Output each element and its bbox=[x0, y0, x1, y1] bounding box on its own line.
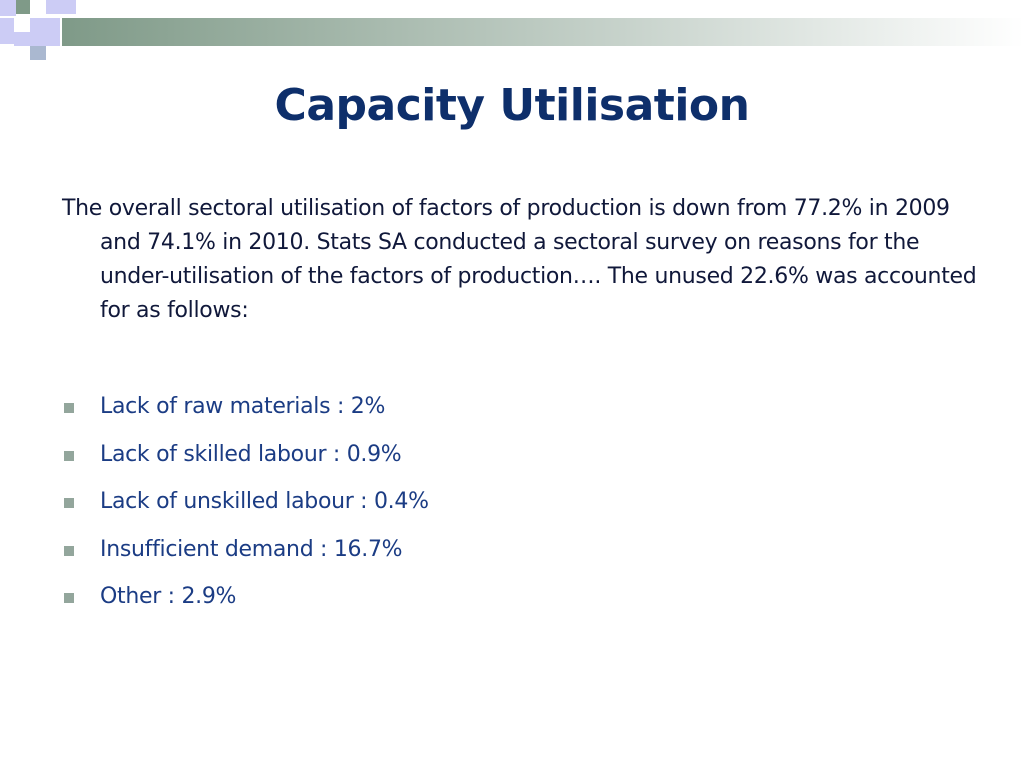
bullet: Insufficient demand : 16.7% bbox=[62, 531, 429, 579]
header-bar bbox=[62, 18, 1024, 46]
bullet: Other : 2.9% bbox=[62, 578, 429, 626]
paragraph: The overall sectoral utilisation of fact… bbox=[62, 196, 977, 323]
decor-square bbox=[0, 0, 16, 16]
bullet: Lack of unskilled labour : 0.4% bbox=[62, 483, 429, 531]
decor-square bbox=[16, 0, 30, 14]
decor-square bbox=[0, 18, 14, 44]
decor-square bbox=[46, 0, 76, 14]
decor-square bbox=[14, 32, 30, 46]
bullet: Lack of skilled labour : 0.9% bbox=[62, 436, 429, 484]
decor-square bbox=[30, 46, 46, 60]
slide-title: Capacity Utilisation bbox=[274, 80, 750, 131]
decor-square bbox=[30, 18, 60, 46]
bullet-list: Lack of raw materials : 2% Lack of skill… bbox=[62, 388, 429, 626]
bullet: Lack of raw materials : 2% bbox=[62, 388, 429, 436]
